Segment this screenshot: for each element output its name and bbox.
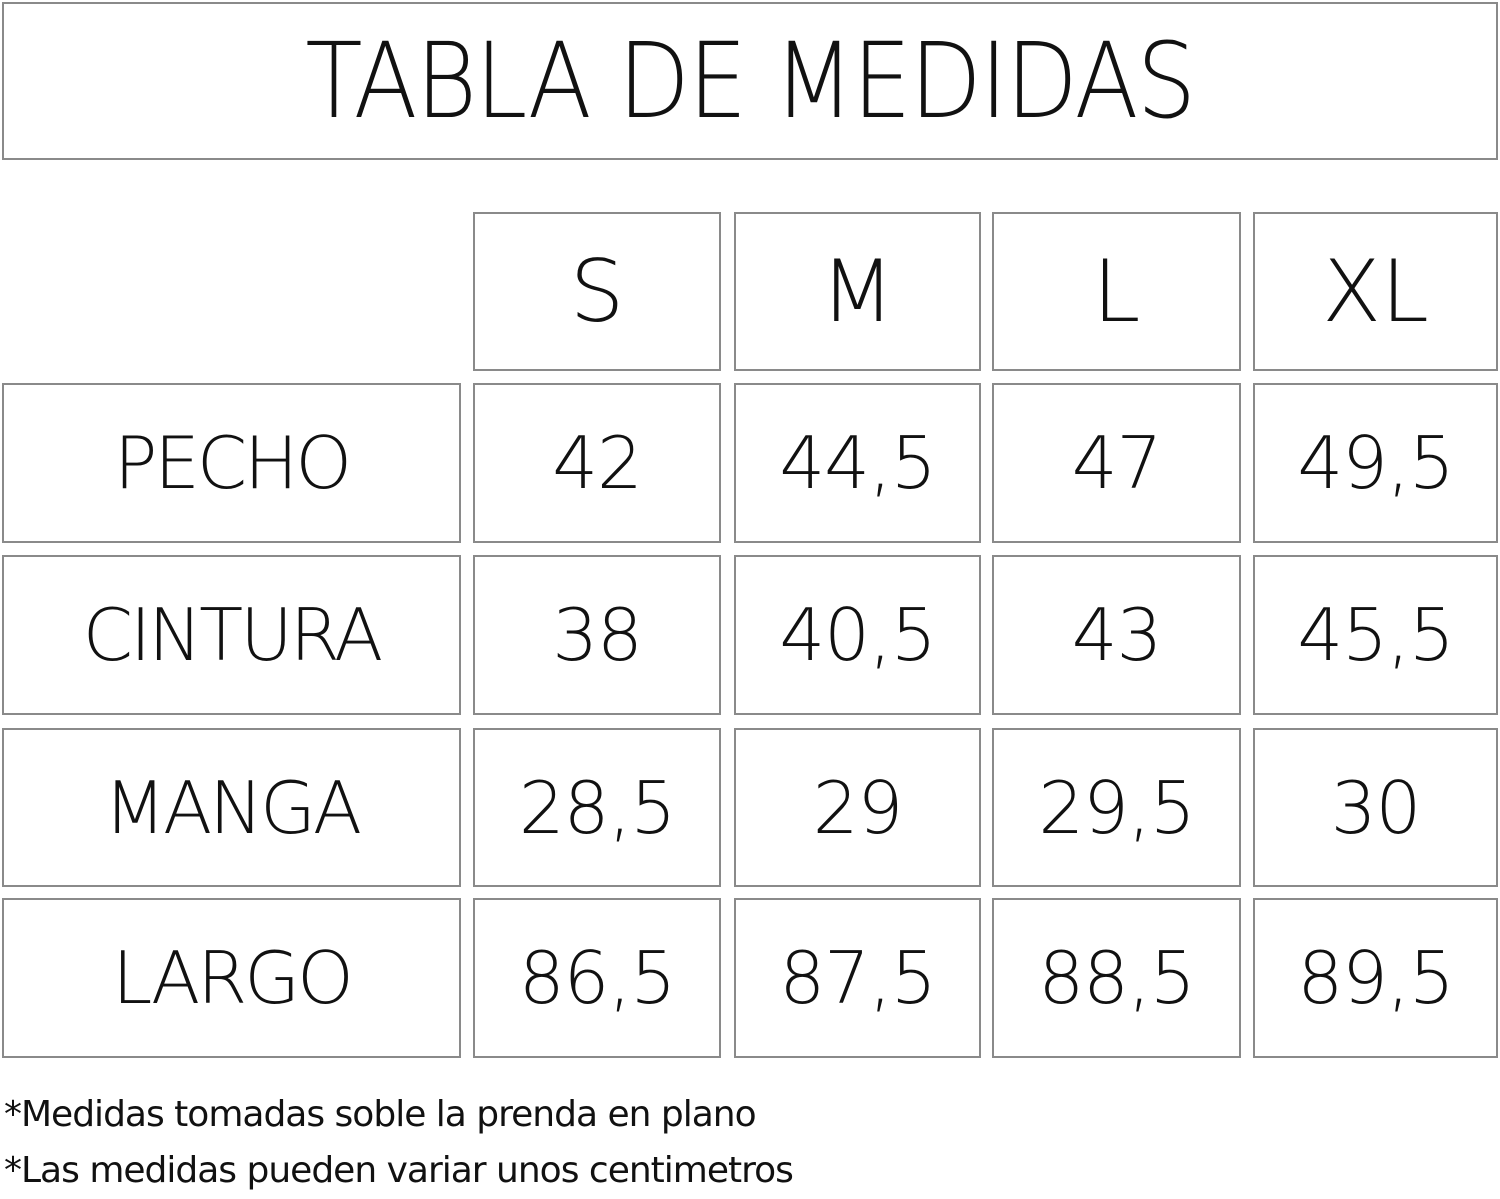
measure-cell: 30 <box>1253 728 1498 887</box>
page-title: TABLA DE MEDIDAS <box>2 2 1498 160</box>
measure-cell: 29,5 <box>992 728 1241 887</box>
measure-cell: 89,5 <box>1253 898 1498 1058</box>
measure-cell: 47 <box>992 383 1241 543</box>
measure-cell: 42 <box>473 383 721 543</box>
row-label-manga: MANGA <box>2 728 461 887</box>
measure-cell: 38 <box>473 555 721 715</box>
measure-cell: 28,5 <box>473 728 721 887</box>
size-header-xl: XL <box>1253 212 1498 371</box>
size-header-m: M <box>734 212 981 371</box>
measure-cell: 40,5 <box>734 555 981 715</box>
footnote-2: *Las medidas pueden variar unos centimet… <box>4 1150 794 1191</box>
title-text: TABLA DE MEDIDAS <box>305 20 1197 142</box>
measure-cell: 87,5 <box>734 898 981 1058</box>
measure-cell: 86,5 <box>473 898 721 1058</box>
footnote-1: *Medidas tomadas soble la prenda en plan… <box>4 1094 757 1135</box>
size-header-s: S <box>473 212 721 371</box>
measure-cell: 45,5 <box>1253 555 1498 715</box>
measure-cell: 44,5 <box>734 383 981 543</box>
measure-cell: 49,5 <box>1253 383 1498 543</box>
size-header-l: L <box>992 212 1241 371</box>
measure-cell: 43 <box>992 555 1241 715</box>
row-label-pecho: PECHO <box>2 383 461 543</box>
measure-cell: 29 <box>734 728 981 887</box>
row-label-largo: LARGO <box>2 898 461 1058</box>
row-label-cintura: CINTURA <box>2 555 461 715</box>
measure-cell: 88,5 <box>992 898 1241 1058</box>
